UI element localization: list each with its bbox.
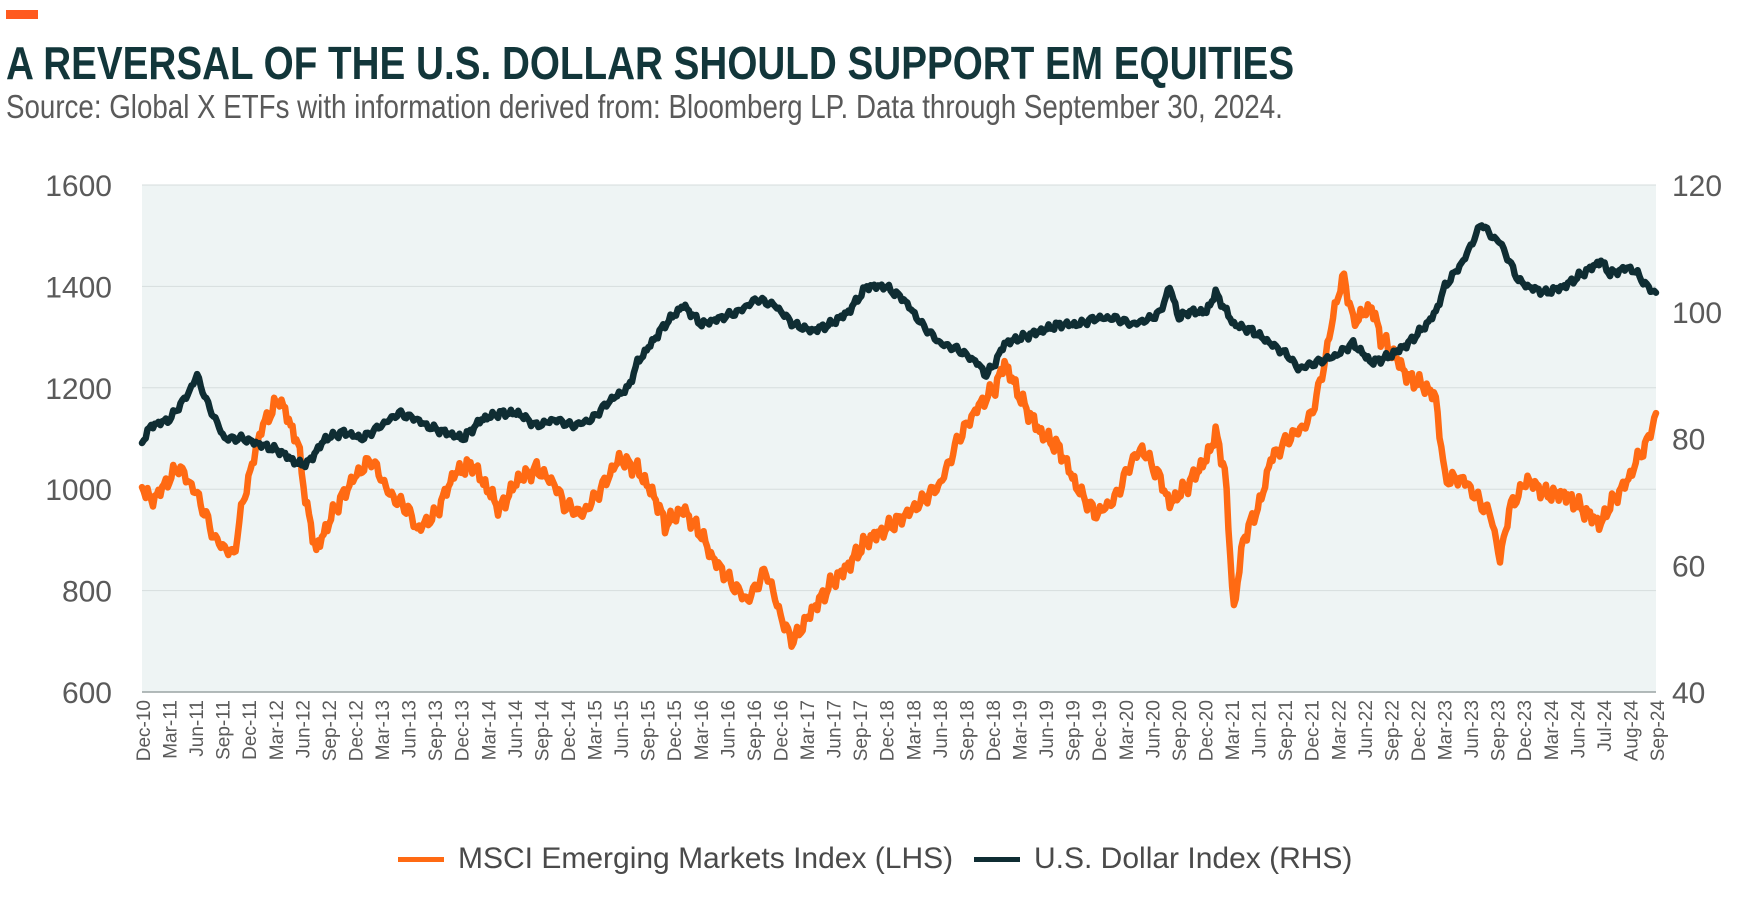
x-axis-tick: Sep-16 [745,700,766,761]
chart-title: A REVERSAL OF THE U.S. DOLLAR SHOULD SUP… [6,37,1295,89]
chart-source-subtitle: Source: Global X ETFs with information d… [6,88,1283,125]
legend-item-em: MSCI Emerging Markets Index (LHS) [398,842,953,876]
accent-bar [6,10,38,19]
x-axis-tick: Jul-24 [1595,700,1616,752]
x-axis-tick: Mar-17 [798,700,819,760]
x-axis-tick: Sep-12 [320,700,341,761]
x-axis-tick: Jun-11 [187,700,208,757]
x-axis-tick: Dec-18 [984,700,1005,761]
x-axis-tick: Dec-19 [1090,700,1111,761]
x-axis-tick: Mar-20 [1117,700,1138,760]
x-axis-tick: Mar-14 [479,700,500,761]
x-axis-tick: Sep-21 [1276,700,1297,761]
right-axis-tick: 40 [1672,677,1705,710]
x-axis-tick: Sep-11 [214,700,235,760]
x-axis-tick: Dec-12 [346,700,367,761]
right-axis-tick: 120 [1672,170,1722,203]
x-axis-tick: Jun-14 [506,700,527,759]
x-axis-tick: Sep-24 [1648,700,1669,762]
x-axis-tick: Jun-22 [1356,700,1377,758]
x-axis-tick: Jun-16 [718,700,739,758]
x-axis-tick: Dec-23 [1515,700,1536,761]
x-axis-tick: Sep-18 [957,700,978,761]
x-axis-tick: Mar-13 [373,700,394,760]
right-axis-tick: 100 [1672,297,1722,330]
x-axis-tick: Aug-24 [1621,700,1642,762]
left-axis-tick: 1400 [45,271,112,304]
x-axis-tick: Jun-15 [612,700,633,758]
x-axis-tick: Dec-21 [1303,700,1324,761]
x-axis-tick: Sep-20 [1170,700,1191,761]
x-axis-tick: Dec-18 [878,700,899,761]
x-axis-tick: Mar-22 [1329,700,1350,760]
x-axis-tick: Sep-23 [1489,700,1510,761]
legend-swatch-usd [974,856,1020,862]
x-axis-tick: Dec-11 [240,700,261,760]
x-axis-tick: Mar-11 [161,700,182,759]
x-axis-tick: Dec-13 [453,700,474,761]
x-axis-tick: Jun-19 [1037,700,1058,758]
x-axis-tick: Jun-12 [293,700,314,758]
left-axis-tick: 1200 [45,373,112,406]
series-line-usd-index [138,222,1660,471]
x-axis-tick: Dec-20 [1196,700,1217,761]
x-axis-tick: Jun-18 [931,700,952,758]
x-axis-tick: Sep-14 [532,700,553,762]
x-axis-tick: Mar-15 [586,700,607,760]
x-axis-tick: Jun-13 [400,700,421,758]
x-axis-tick: Mar-19 [1011,700,1032,760]
plot-area [142,185,1656,692]
x-axis-tick: Sep-15 [639,700,660,761]
x-axis-tick: Mar-23 [1436,700,1457,760]
x-axis-tick: Mar-18 [904,700,925,760]
x-axis-tick: Mar-21 [1223,700,1244,760]
series-line-em-index [138,270,1660,650]
x-axis-tick: Dec-22 [1409,700,1430,761]
right-axis-tick: 60 [1672,550,1705,583]
left-axis-tick: 600 [62,677,112,710]
x-axis-tick: Jun-21 [1250,700,1271,758]
x-axis-tick: Jun-20 [1143,700,1164,758]
x-axis-tick: Jun-17 [825,700,846,758]
x-axis-tick: Mar-12 [267,700,288,760]
x-axis-tick: Dec-10 [134,700,155,761]
x-axis-tick: Sep-19 [1064,700,1085,761]
legend-item-usd: U.S. Dollar Index (RHS) [974,842,1352,876]
x-axis-tick: Mar-16 [692,700,713,760]
x-axis-tick: Sep-17 [851,700,872,761]
left-axis-tick: 800 [62,576,112,609]
x-axis-tick: Sep-13 [426,700,447,761]
left-axis-tick: 1000 [45,474,112,507]
legend-label-em: MSCI Emerging Markets Index (LHS) [458,842,954,875]
x-axis-tick: Sep-22 [1382,700,1403,761]
legend-swatch-em [398,856,444,862]
right-axis-tick: 80 [1672,424,1705,457]
x-axis-tick: Dec-14 [559,700,580,762]
legend-label-usd: U.S. Dollar Index (RHS) [1034,842,1353,875]
x-axis-tick: Mar-24 [1542,700,1563,761]
x-axis-tick: Jun-24 [1568,700,1589,759]
x-axis-tick: Dec-15 [665,700,686,761]
left-axis-tick: 1600 [45,170,112,203]
x-axis-tick: Jun-23 [1462,700,1483,758]
x-axis-tick: Dec-16 [771,700,792,761]
